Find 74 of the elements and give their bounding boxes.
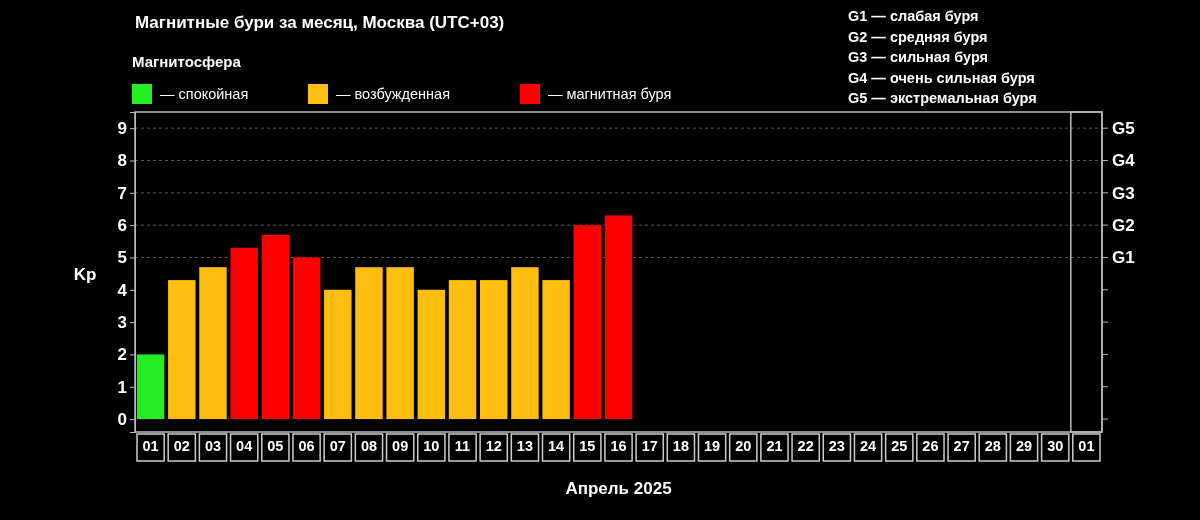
x-tick-label: 11 bbox=[454, 438, 471, 455]
x-tick-label: 21 bbox=[766, 438, 783, 455]
x-tick-label: 01 bbox=[142, 438, 159, 455]
bar bbox=[136, 354, 165, 420]
x-tick-label: 30 bbox=[1047, 438, 1064, 455]
ref-line-label: G3 bbox=[1112, 183, 1135, 203]
y-tick-label: 8 bbox=[117, 151, 127, 171]
x-tick-label: 15 bbox=[579, 438, 596, 455]
x-tick-label: 09 bbox=[392, 438, 409, 455]
x-tick-label: 18 bbox=[672, 438, 689, 455]
bar bbox=[448, 280, 477, 420]
ref-line-label: G5 bbox=[1112, 119, 1135, 139]
x-tick-label: 04 bbox=[236, 438, 253, 455]
bar bbox=[261, 234, 290, 420]
bar bbox=[324, 289, 352, 420]
x-tick-label: 16 bbox=[610, 438, 627, 455]
bar bbox=[292, 257, 321, 420]
text: G2 — средняя буря bbox=[848, 28, 988, 45]
y-tick-label: 5 bbox=[117, 248, 127, 268]
y-tick-label: 2 bbox=[117, 345, 127, 365]
x-tick-label: 06 bbox=[298, 438, 315, 455]
bar bbox=[417, 289, 446, 420]
y-tick-label: 6 bbox=[117, 216, 127, 236]
x-tick-label: 13 bbox=[516, 438, 533, 455]
x-tick-label: 02 bbox=[173, 438, 190, 455]
bar bbox=[573, 225, 602, 420]
x-tick-label: 08 bbox=[360, 438, 378, 455]
ref-line-label: G1 bbox=[1112, 248, 1135, 268]
x-tick-label: 14 bbox=[548, 438, 565, 455]
x-axis-title: Апрель 2025 bbox=[565, 479, 672, 498]
x-tick-label: 05 bbox=[267, 438, 284, 455]
bar bbox=[355, 267, 383, 420]
x-tick-label: 26 bbox=[922, 438, 939, 455]
y-tick-label: 7 bbox=[117, 183, 127, 203]
x-tick-label: 22 bbox=[797, 438, 814, 455]
y-tick-label: 3 bbox=[117, 313, 127, 333]
y-axis-title: Kp bbox=[73, 264, 97, 284]
ref-line-label: G2 bbox=[1112, 216, 1135, 236]
legend-label: — магнитная буря bbox=[548, 86, 672, 102]
bar bbox=[511, 267, 539, 420]
x-tick-label: 03 bbox=[204, 438, 222, 455]
x-tick-label: 01 bbox=[1078, 438, 1095, 455]
x-tick-label: 17 bbox=[641, 438, 658, 455]
legend-title: Магнитосфера bbox=[132, 53, 242, 70]
y-tick-label: 1 bbox=[117, 377, 127, 397]
x-tick-label: 20 bbox=[735, 438, 752, 455]
x-tick-label: 27 bbox=[953, 438, 970, 455]
bar bbox=[480, 280, 508, 420]
text: G1 — слабая буря bbox=[848, 8, 979, 24]
bar bbox=[542, 280, 570, 420]
text: G3 — сильная буря bbox=[848, 49, 989, 65]
bar bbox=[168, 280, 196, 420]
x-tick-label: 25 bbox=[891, 438, 908, 455]
x-tick-label: 29 bbox=[1015, 438, 1033, 455]
legend-label: — возбужденная bbox=[336, 86, 451, 102]
y-tick-label: 0 bbox=[117, 410, 127, 430]
y-tick-label: 4 bbox=[117, 280, 128, 300]
x-tick-label: 28 bbox=[984, 438, 1001, 455]
text: G5 — экстремальная буря bbox=[848, 90, 1037, 106]
chart-title: Магнитные бури за месяц, Москва (UTC+03) bbox=[135, 13, 505, 32]
bar bbox=[604, 215, 633, 420]
legend-label: — спокойная bbox=[160, 86, 249, 102]
x-tick-label: 23 bbox=[828, 438, 845, 455]
bar bbox=[199, 267, 227, 420]
text: G4 — очень сильная буря bbox=[848, 69, 1035, 86]
x-tick-label: 19 bbox=[704, 438, 721, 455]
x-tick-label: 24 bbox=[859, 438, 877, 455]
x-tick-label: 12 bbox=[485, 438, 502, 455]
x-tick-label: 10 bbox=[423, 438, 440, 455]
bar bbox=[386, 267, 414, 420]
ref-line-label: G4 bbox=[1112, 151, 1136, 171]
y-tick-label: 9 bbox=[117, 119, 127, 139]
x-tick-label: 07 bbox=[329, 438, 346, 455]
bar bbox=[230, 247, 258, 420]
